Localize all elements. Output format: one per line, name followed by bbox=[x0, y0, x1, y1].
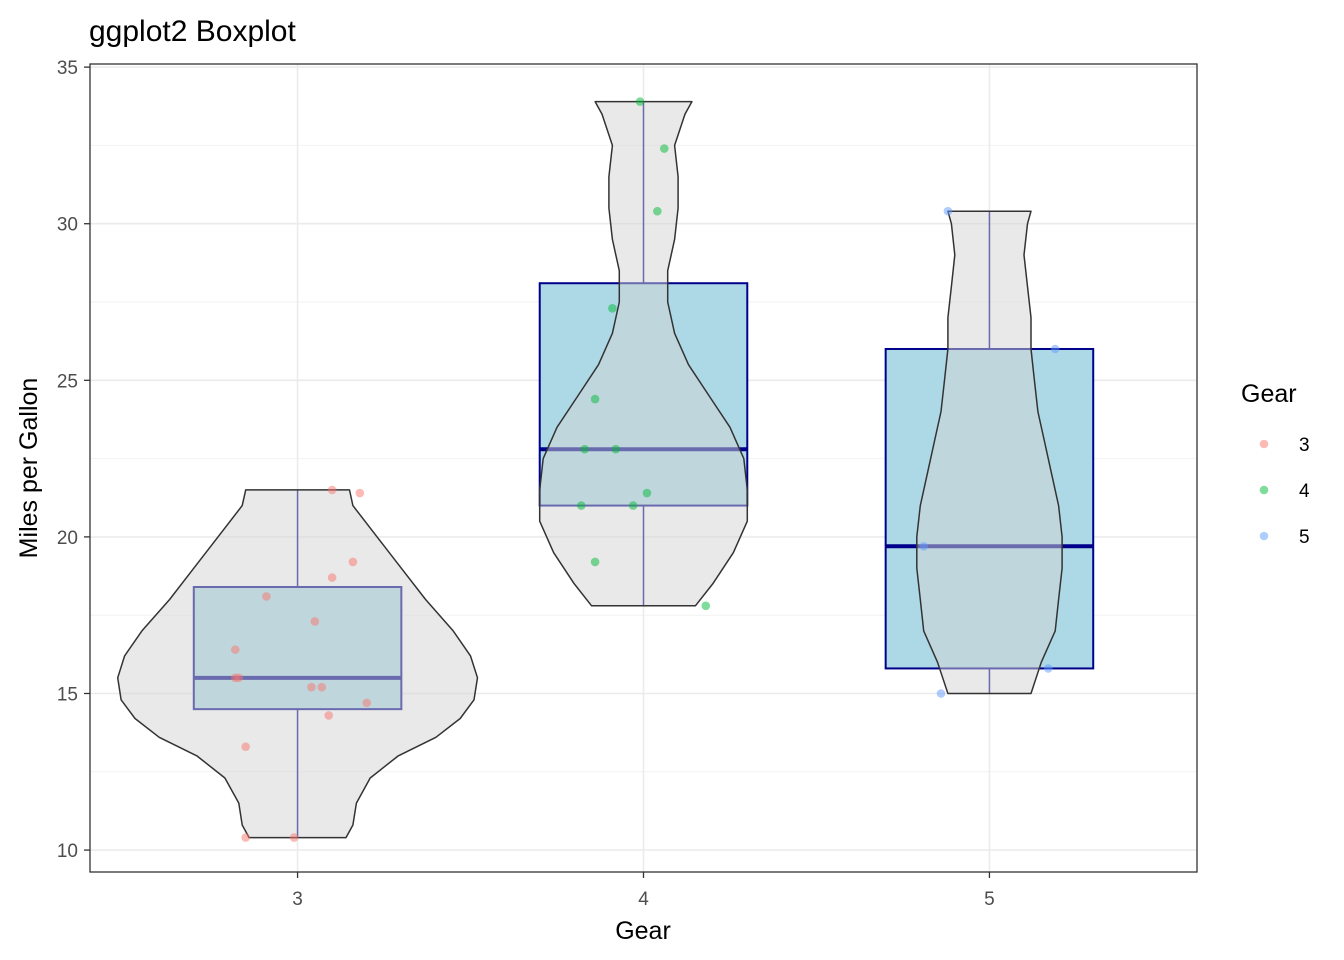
plot-geoms bbox=[116, 97, 1095, 842]
data-point bbox=[611, 444, 621, 454]
legend-key-4 bbox=[1259, 485, 1269, 495]
data-point bbox=[635, 97, 645, 106]
gear-group-5 bbox=[884, 206, 1095, 698]
gear-group-3 bbox=[116, 485, 479, 842]
data-point bbox=[241, 742, 250, 752]
data-point bbox=[608, 303, 617, 313]
data-point bbox=[230, 645, 240, 654]
data-point bbox=[289, 833, 299, 842]
chart-title: ggplot2 Boxplot bbox=[89, 15, 296, 48]
y-tick-label: 15 bbox=[57, 684, 78, 705]
y-tick-label: 10 bbox=[57, 841, 78, 862]
legend-label-5: 5 bbox=[1299, 527, 1310, 548]
data-point bbox=[327, 573, 337, 582]
data-point bbox=[653, 206, 662, 216]
y-axis-title: Miles per Gallon bbox=[15, 378, 43, 559]
data-point bbox=[1043, 664, 1053, 673]
x-tick-label: 4 bbox=[638, 889, 649, 910]
data-point bbox=[701, 601, 711, 611]
data-point bbox=[936, 689, 946, 698]
legend-title: Gear bbox=[1241, 380, 1297, 408]
data-point bbox=[355, 488, 365, 498]
data-point bbox=[642, 488, 652, 498]
axes: 10 15 20 25 30 35 3 4 5 bbox=[57, 58, 995, 910]
data-point bbox=[580, 444, 589, 454]
y-tick-label: 30 bbox=[57, 215, 78, 236]
data-point bbox=[324, 711, 333, 720]
legend: Gear 3 4 5 bbox=[1241, 380, 1310, 548]
violin bbox=[116, 489, 479, 839]
data-point bbox=[590, 557, 600, 567]
data-point bbox=[590, 394, 600, 404]
data-point bbox=[628, 501, 638, 510]
data-point bbox=[327, 485, 337, 495]
legend-key-5 bbox=[1259, 531, 1269, 541]
data-point bbox=[317, 682, 327, 692]
data-point bbox=[241, 833, 250, 842]
y-tick-label: 25 bbox=[57, 371, 78, 392]
data-point bbox=[348, 557, 358, 567]
legend-label-4: 4 bbox=[1299, 481, 1310, 502]
x-tick-label: 3 bbox=[292, 889, 303, 910]
x-axis-title: Gear bbox=[615, 917, 671, 945]
gear-group-4 bbox=[538, 97, 749, 611]
data-point bbox=[943, 206, 953, 216]
violin bbox=[538, 100, 749, 607]
x-tick-label: 5 bbox=[984, 889, 995, 910]
legend-label-3: 3 bbox=[1299, 435, 1310, 456]
data-point bbox=[262, 592, 271, 601]
data-point bbox=[576, 501, 586, 510]
data-point bbox=[919, 541, 929, 551]
data-point bbox=[307, 682, 316, 692]
data-point bbox=[362, 698, 372, 708]
data-point bbox=[659, 144, 669, 153]
y-tick-label: 35 bbox=[57, 58, 78, 79]
legend-key-3 bbox=[1259, 439, 1269, 449]
data-point bbox=[230, 673, 240, 683]
y-tick-label: 20 bbox=[57, 528, 78, 549]
data-point bbox=[310, 617, 320, 626]
data-point bbox=[1050, 344, 1060, 354]
